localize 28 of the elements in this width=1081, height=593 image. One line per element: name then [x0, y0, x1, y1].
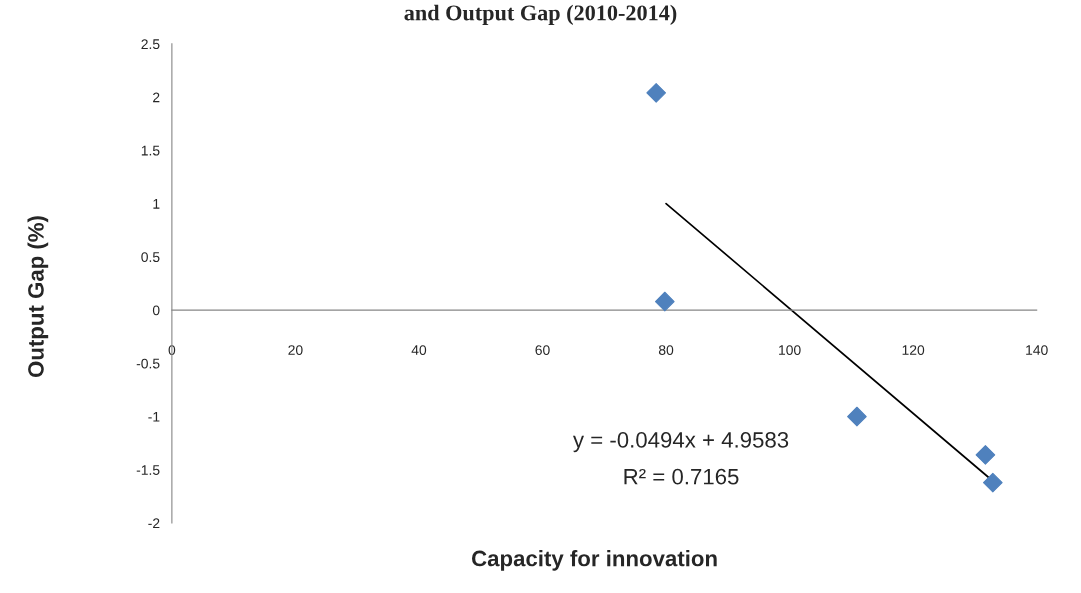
- x-tick-label: 120: [902, 345, 925, 355]
- point: [654, 291, 675, 312]
- x-tick-label: 140: [1026, 345, 1048, 355]
- x-tick-label: 20: [288, 345, 303, 355]
- y-tick-label: 1.5: [141, 145, 160, 156]
- y-tick-label: -1.5: [136, 465, 160, 475]
- y-tick-label: -2: [148, 518, 160, 529]
- point: [646, 83, 667, 103]
- annotation: y = -0.0494x + 4.9583: [572, 432, 789, 453]
- y-tick-label: 2.5: [141, 39, 160, 50]
- x-tick-label: 40: [411, 345, 427, 355]
- y-tick-label: -1: [148, 412, 160, 422]
- y-axis-title: Output Gap (%): [27, 216, 49, 378]
- y-tick-label: -0.5: [136, 358, 160, 369]
- y-tick-label: 1: [153, 199, 160, 209]
- point: [982, 472, 1003, 493]
- point: [975, 445, 996, 465]
- x-tick-label: 80: [658, 345, 674, 355]
- point: [847, 406, 867, 427]
- y-tick-label: 0.5: [141, 252, 160, 262]
- x-axis-title: Capacity for innovation: [472, 550, 717, 571]
- x-tick-label: 60: [535, 345, 550, 355]
- chart-title: and Output Gap (2010-2014): [404, 4, 677, 25]
- x-tick-label: 100: [779, 345, 801, 355]
- y-tick-label: 0: [152, 305, 160, 316]
- annotation: R² = 0.7165: [624, 468, 739, 485]
- y-tick-label: 2: [153, 92, 160, 103]
- x-tick-label: 0: [168, 345, 176, 355]
